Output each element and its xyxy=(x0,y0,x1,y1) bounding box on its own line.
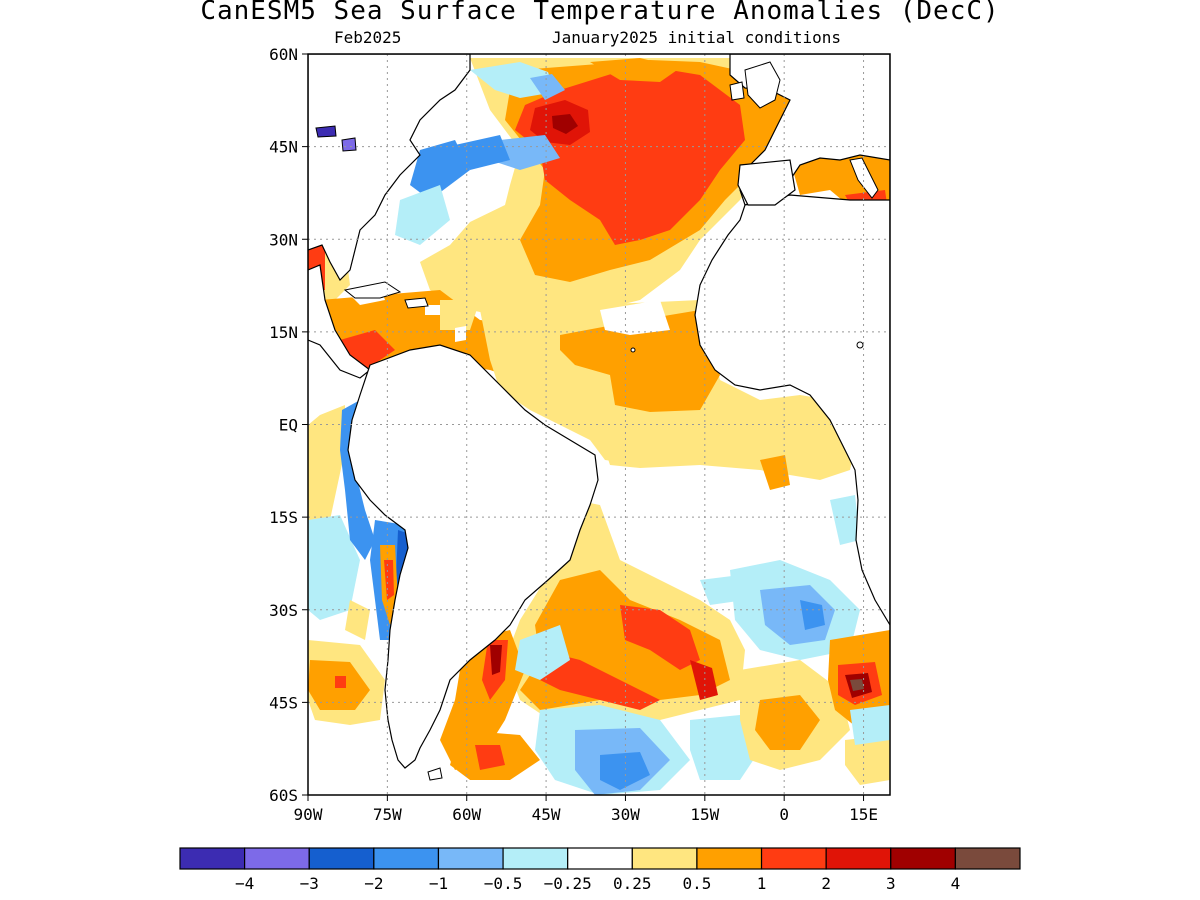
colorbar-label: 4 xyxy=(951,874,961,893)
colorbar-swatch xyxy=(890,847,956,870)
colorbar-swatch xyxy=(437,847,504,870)
colorbar-label: −4 xyxy=(235,874,254,893)
latitude-label: 30N xyxy=(269,230,298,249)
colorbar-swatch xyxy=(696,847,763,870)
latitude-label: EQ xyxy=(279,416,298,435)
colorbar-swatch xyxy=(760,847,827,870)
colorbar-label: −0.5 xyxy=(484,874,523,893)
colorbar-label: −3 xyxy=(300,874,319,893)
longitude-label: 75W xyxy=(373,805,402,824)
colorbar-swatch xyxy=(567,847,633,870)
initial-conditions-label: January2025 initial conditions xyxy=(552,28,841,47)
graticule xyxy=(308,54,890,795)
colorbar-label: −2 xyxy=(364,874,383,893)
colorbar-label: 2 xyxy=(821,874,831,893)
colorbar-swatch xyxy=(308,847,375,870)
colorbar-label: 3 xyxy=(886,874,896,893)
colorbar-swatch xyxy=(244,847,310,870)
forecast-month: Feb2025 xyxy=(334,28,402,47)
colorbar-label: −0.25 xyxy=(544,874,592,893)
colorbar-label: 0.5 xyxy=(682,874,711,893)
colorbar-swatch xyxy=(825,847,892,870)
longitude-label: 0 xyxy=(779,805,789,824)
colorbar-swatch xyxy=(631,847,698,870)
longitude-label: 60W xyxy=(452,805,481,824)
longitude-label: 45W xyxy=(532,805,561,824)
latitude-label: 45S xyxy=(269,693,298,712)
colorbar-swatch xyxy=(502,847,569,870)
latitude-label: 45N xyxy=(269,138,298,157)
colorbar-label: 0.25 xyxy=(613,874,652,893)
colorbar-swatch xyxy=(954,847,1021,870)
map-title: CanESM5 Sea Surface Temperature Anomalie… xyxy=(200,0,1000,26)
colorbar-swatch xyxy=(179,847,246,870)
longitude-label: 90W xyxy=(294,805,323,824)
latitude-label: 15N xyxy=(269,323,298,342)
anomaly-field xyxy=(308,54,890,795)
colorbar-label: −1 xyxy=(429,874,448,893)
latitude-label: 30S xyxy=(269,601,298,620)
longitude-label: 15W xyxy=(690,805,719,824)
latitude-label: 15S xyxy=(269,508,298,527)
latitude-label: 60N xyxy=(269,45,298,64)
latitude-label: 60S xyxy=(269,786,298,805)
longitude-label: 30W xyxy=(611,805,640,824)
colorbar-label: 1 xyxy=(757,874,767,893)
longitude-label: 15E xyxy=(849,805,878,824)
colorbar: −4 −3 −2 −1 −0.5 −0.25 0.25 0.5 1 2 3 4 xyxy=(179,847,1021,893)
colorbar-swatch xyxy=(373,847,440,870)
